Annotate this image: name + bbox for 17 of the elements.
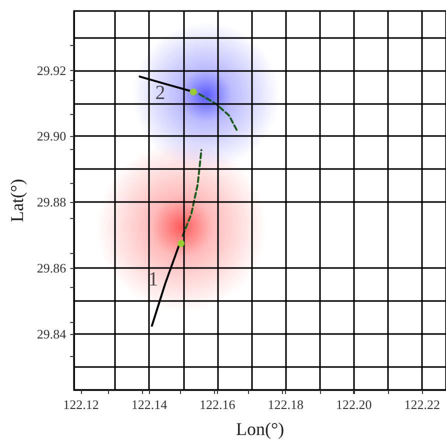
x-tick-label: 122.14 [131,397,168,412]
annotation: 2 [155,82,166,104]
line-series [198,93,238,132]
x-tick-label: 122.22 [404,397,440,412]
y-tick-label: 29.90 [36,128,66,144]
x-tick-label: 122.12 [63,397,99,412]
y-tick-label: 29.84 [36,326,67,342]
y-axis-title: Lat(°) [7,178,27,222]
x-tick-label: 122.20 [336,397,372,412]
y-tick-label: 29.88 [36,194,66,210]
annotation: 1 [148,268,158,291]
y-tick-label: 29.92 [36,62,66,78]
x-tick-label: 122.18 [268,397,304,412]
line-series [182,149,202,237]
x-axis-title: Lon(°) [236,419,284,439]
x-tick-label: 122.16 [200,397,236,412]
y-tick-label: 29.86 [36,260,67,276]
